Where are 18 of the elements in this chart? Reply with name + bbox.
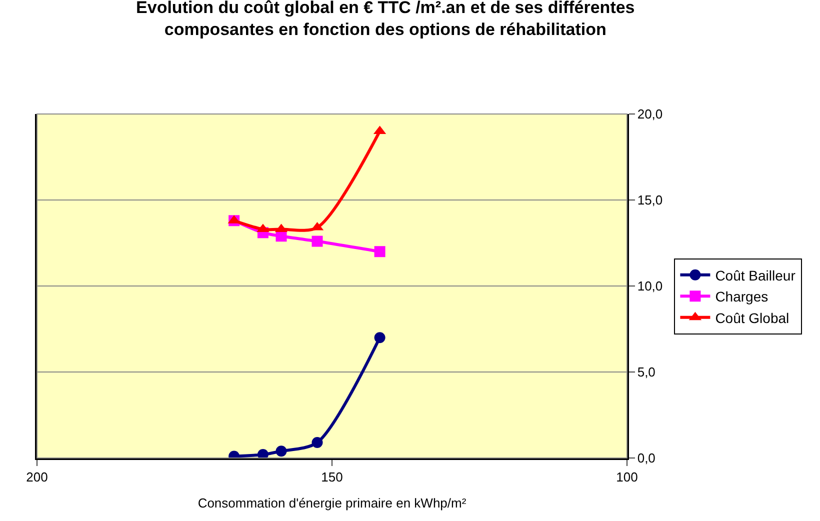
y-tick-label: 10,0 (637, 278, 663, 294)
x-tick-label: 200 (26, 469, 48, 484)
legend-label: Coût Global (715, 310, 790, 326)
chart-title: Evolution du coût global en € TTC /m².an et de ses différentes composantes en fonction des options de réhabilitation (136, 0, 635, 40)
x-axis-title: Consommation d'énergie primaire en kWhp/m² (198, 496, 467, 510)
y-tick-label: 15,0 (637, 192, 663, 208)
x-tick-label: 100 (616, 469, 638, 484)
legend-label: Coût Bailleur (715, 267, 796, 284)
legend-label: Charges (715, 288, 768, 305)
point (312, 437, 323, 448)
point (374, 246, 386, 258)
point (312, 236, 323, 247)
point (276, 446, 287, 457)
y-tick-label: 5,0 (637, 364, 656, 380)
point (374, 332, 386, 344)
y-tick-label: 0,0 (637, 450, 656, 466)
y-tick-label: 20,0 (637, 106, 663, 122)
x-tick-label: 150 (321, 469, 343, 484)
